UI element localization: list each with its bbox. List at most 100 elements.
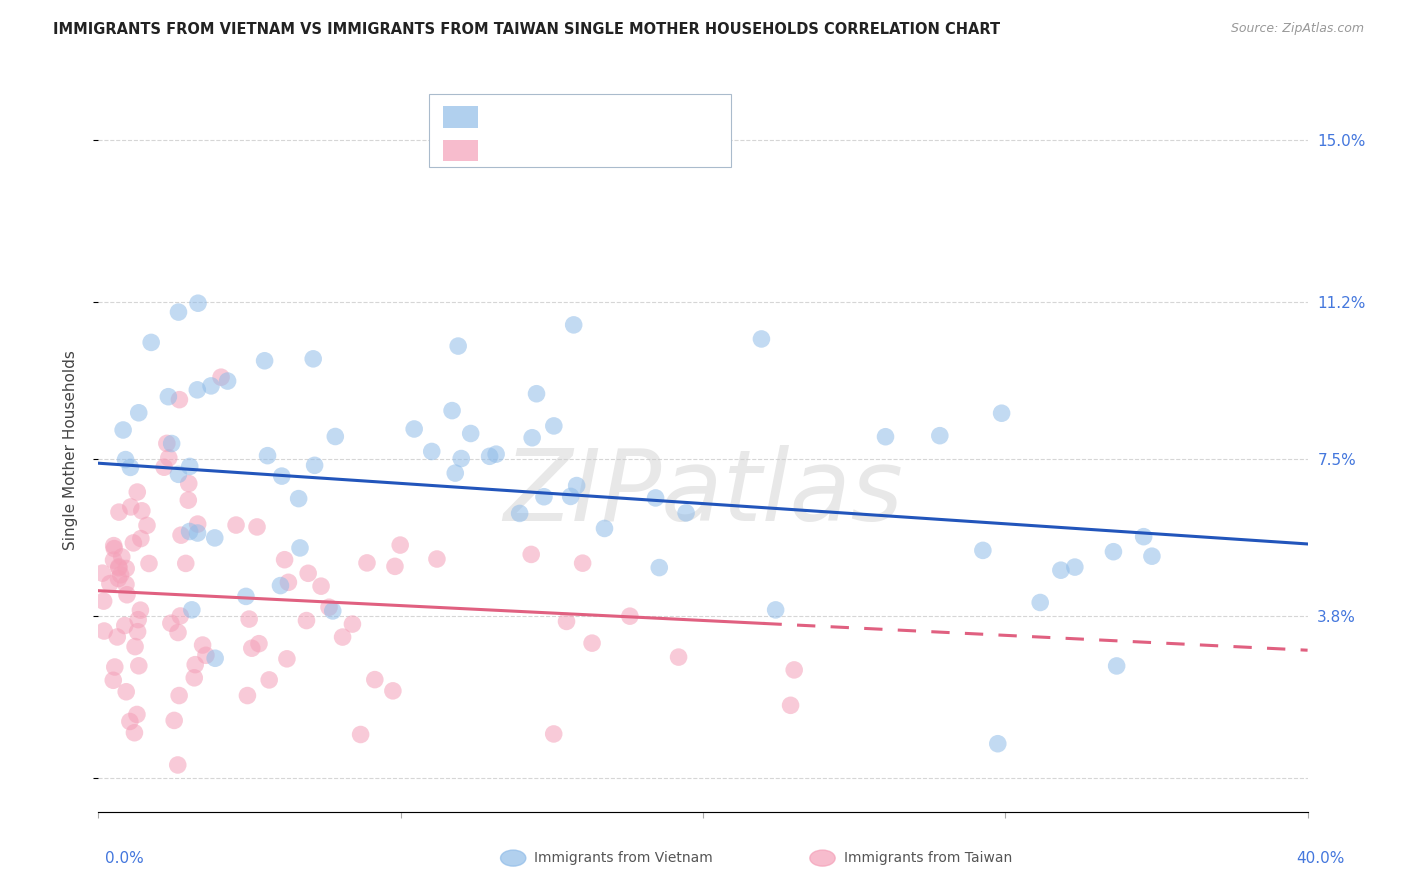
Text: Source: ZipAtlas.com: Source: ZipAtlas.com [1230,22,1364,36]
Text: N =: N = [600,133,634,148]
Point [238,612,260,626]
Point [1063,560,1085,574]
Point [157,390,180,404]
Point [247,637,270,651]
Text: -0.089: -0.089 [530,133,585,148]
Point [381,683,404,698]
Point [187,526,209,541]
Point [184,657,207,672]
Point [104,660,127,674]
Point [783,663,806,677]
Point [273,552,295,566]
Point [124,640,146,654]
Point [91,566,114,581]
Point [186,383,208,397]
Text: -0.177: -0.177 [530,99,585,114]
Point [364,673,387,687]
Point [765,603,787,617]
Point [309,579,332,593]
Point [128,658,150,673]
Point [108,561,131,575]
Point [179,524,201,539]
Point [114,452,136,467]
Point [571,556,593,570]
Point [751,332,773,346]
Text: 88: 88 [637,133,658,148]
Point [253,353,276,368]
Point [166,758,188,772]
Point [581,636,603,650]
Point [384,559,406,574]
Point [204,531,226,545]
Point [127,613,149,627]
Point [120,460,142,475]
Point [619,609,641,624]
Point [204,651,226,665]
Point [648,560,671,574]
Point [180,603,202,617]
Point [526,386,548,401]
Point [270,469,292,483]
Point [972,543,994,558]
Point [668,650,690,665]
Point [450,451,472,466]
Point [112,423,135,437]
Y-axis label: Single Mother Households: Single Mother Households [63,351,77,550]
Text: Immigrants from Vietnam: Immigrants from Vietnam [534,851,713,865]
Point [277,575,299,590]
Point [225,518,247,533]
Point [1140,549,1163,564]
Text: IMMIGRANTS FROM VIETNAM VS IMMIGRANTS FROM TAIWAN SINGLE MOTHER HOUSEHOLDS CORRE: IMMIGRANTS FROM VIETNAM VS IMMIGRANTS FR… [53,22,1001,37]
Point [167,689,190,703]
Point [297,566,319,581]
Point [779,698,801,713]
Point [127,485,149,500]
Point [302,351,325,366]
Point [200,379,222,393]
Point [269,578,291,592]
Point [103,541,125,556]
Point [520,431,543,445]
Point [163,714,186,728]
Point [1102,545,1125,559]
Point [404,422,426,436]
Point [160,616,183,631]
Text: 0.0%: 0.0% [105,851,145,865]
Point [125,707,148,722]
Point [191,638,214,652]
Point [235,590,257,604]
Text: Immigrants from Taiwan: Immigrants from Taiwan [844,851,1012,865]
Text: N =: N = [600,99,634,114]
Point [169,609,191,624]
Point [209,370,232,384]
Point [485,447,508,461]
Point [187,296,209,310]
Point [177,493,200,508]
Point [115,685,138,699]
Point [246,520,269,534]
Point [342,617,364,632]
Point [322,604,344,618]
Point [217,374,239,388]
Point [122,536,145,550]
Point [304,458,326,473]
Point [256,449,278,463]
Point [187,517,209,532]
Point [990,406,1012,420]
Point [177,476,200,491]
Point [129,532,152,546]
Point [447,339,470,353]
Point [389,538,412,552]
Point [675,506,697,520]
Point [153,460,176,475]
Point [509,507,531,521]
Point [875,430,897,444]
Point [565,478,588,492]
Point [141,335,163,350]
Point [124,725,146,739]
Point [194,648,217,663]
Point [444,466,467,480]
Point [136,518,159,533]
Point [356,556,378,570]
Point [127,624,149,639]
